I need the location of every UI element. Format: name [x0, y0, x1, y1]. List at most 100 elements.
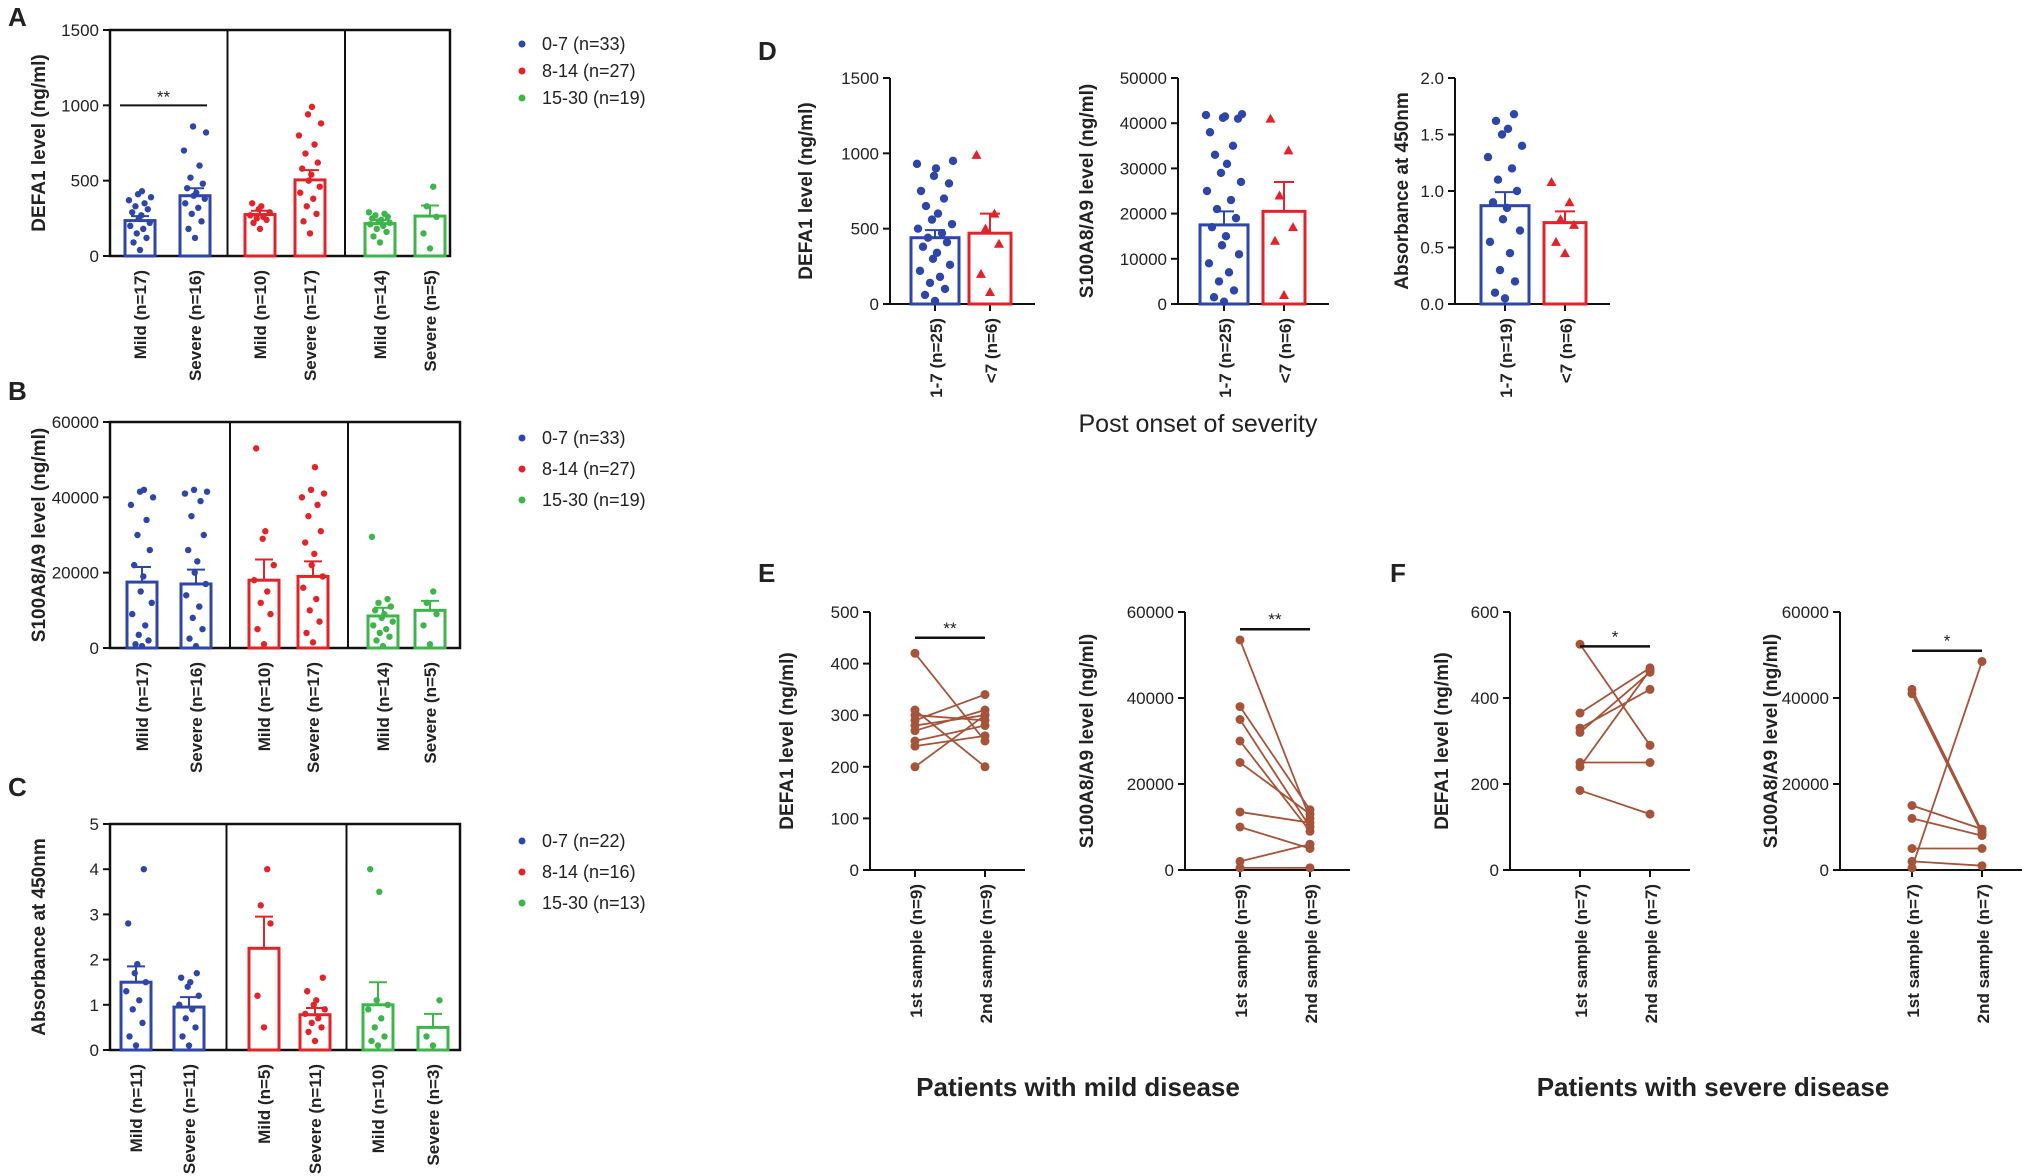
data-point	[253, 215, 260, 222]
y-tick-label: 400	[831, 655, 859, 674]
y-tick-label: 1000	[61, 96, 99, 115]
x-tick-label: <7 (n=6)	[1276, 318, 1295, 383]
data-point	[948, 156, 958, 166]
y-tick-label: 20000	[1127, 775, 1174, 794]
data-point	[1305, 818, 1315, 828]
data-point	[127, 501, 135, 509]
data-point	[1236, 177, 1246, 187]
data-point	[383, 228, 390, 236]
data-point	[1209, 293, 1219, 302]
data-point	[932, 248, 942, 257]
x-tick-label: 1st sample (n=7)	[1572, 884, 1591, 1018]
data-point	[1575, 708, 1585, 718]
paired-line	[1911, 804, 1983, 831]
data-point	[1216, 168, 1226, 178]
data-point	[316, 183, 323, 190]
data-point	[1274, 190, 1285, 200]
data-point	[146, 546, 153, 554]
data-point	[1500, 294, 1510, 303]
data-point	[381, 1033, 388, 1040]
panel-label: F	[1390, 558, 1406, 588]
data-point	[1907, 813, 1917, 823]
data-point	[192, 1024, 199, 1031]
data-point	[1201, 110, 1211, 120]
data-point	[994, 238, 1004, 248]
y-tick-label: 0	[850, 861, 859, 880]
y-tick-label: 0	[1165, 861, 1174, 880]
data-point	[304, 988, 311, 995]
data-point	[125, 920, 132, 927]
data-point	[378, 1015, 385, 1022]
data-point	[303, 629, 310, 637]
data-point	[420, 622, 427, 629]
data-point	[203, 488, 211, 495]
data-point	[384, 1001, 391, 1008]
data-point	[1235, 807, 1245, 817]
data-point	[371, 1024, 378, 1031]
data-point	[313, 595, 320, 603]
x-tick-label: <7 (n=6)	[982, 318, 1001, 383]
data-point	[138, 212, 145, 219]
data-point	[1645, 665, 1655, 675]
data-point	[250, 219, 257, 227]
data-point	[186, 635, 193, 642]
data-point	[429, 1042, 437, 1049]
data-point	[1977, 656, 1987, 666]
data-point	[132, 1042, 140, 1049]
legend-marker	[518, 434, 526, 442]
data-point	[1483, 152, 1493, 162]
data-point	[123, 988, 130, 995]
data-point	[372, 212, 379, 219]
data-point	[1235, 715, 1245, 724]
data-point	[389, 618, 396, 625]
data-point	[270, 561, 277, 569]
paired-line	[1239, 639, 1311, 819]
data-point	[1645, 740, 1655, 750]
data-point	[1907, 689, 1917, 699]
data-point	[264, 866, 271, 873]
data-point	[376, 629, 383, 637]
data-point	[376, 239, 384, 246]
data-point	[251, 577, 258, 584]
paired-line	[1239, 843, 1311, 863]
significance-label: **	[943, 619, 957, 638]
plot-frame	[108, 28, 452, 258]
y-tick-label: 40000	[1782, 689, 1829, 708]
data-point	[295, 132, 303, 139]
data-point	[373, 225, 380, 233]
data-point	[379, 642, 387, 650]
legend-label: 8-14 (n=16)	[542, 862, 636, 882]
x-tick-label: 1-7 (n=25)	[927, 318, 946, 398]
y-tick-label: 500	[71, 172, 99, 191]
data-point	[309, 639, 317, 646]
data-point	[317, 528, 324, 535]
x-tick-label: Severe (n=17)	[304, 662, 323, 773]
data-point	[1977, 831, 1987, 841]
data-point	[1226, 195, 1236, 205]
y-tick-label: 200	[1471, 775, 1499, 794]
legend-label: 15-30 (n=13)	[542, 893, 646, 913]
data-point	[176, 1001, 183, 1008]
x-tick-label: Severe (n=17)	[301, 270, 320, 381]
data-point	[149, 494, 157, 501]
plot-frame	[108, 420, 462, 650]
data-point	[308, 171, 315, 178]
data-point	[921, 201, 931, 211]
data-point	[129, 1006, 136, 1013]
legend-label: 8-14 (n=27)	[542, 61, 636, 81]
data-point	[184, 185, 191, 192]
y-tick-label: 3	[90, 905, 99, 924]
x-tick-label: Severe (n=16)	[187, 662, 206, 773]
data-point	[262, 528, 269, 535]
y-tick-label: 1500	[61, 21, 99, 40]
data-point	[1212, 204, 1222, 214]
legend-marker	[518, 465, 526, 473]
data-point	[195, 992, 202, 999]
data-point	[368, 533, 376, 541]
data-point	[1235, 822, 1245, 832]
data-point	[302, 539, 309, 546]
data-point	[1235, 702, 1245, 712]
data-point	[260, 213, 267, 221]
y-tick-label: 0.5	[1420, 239, 1444, 258]
y-tick-label: 20000	[1120, 205, 1167, 224]
